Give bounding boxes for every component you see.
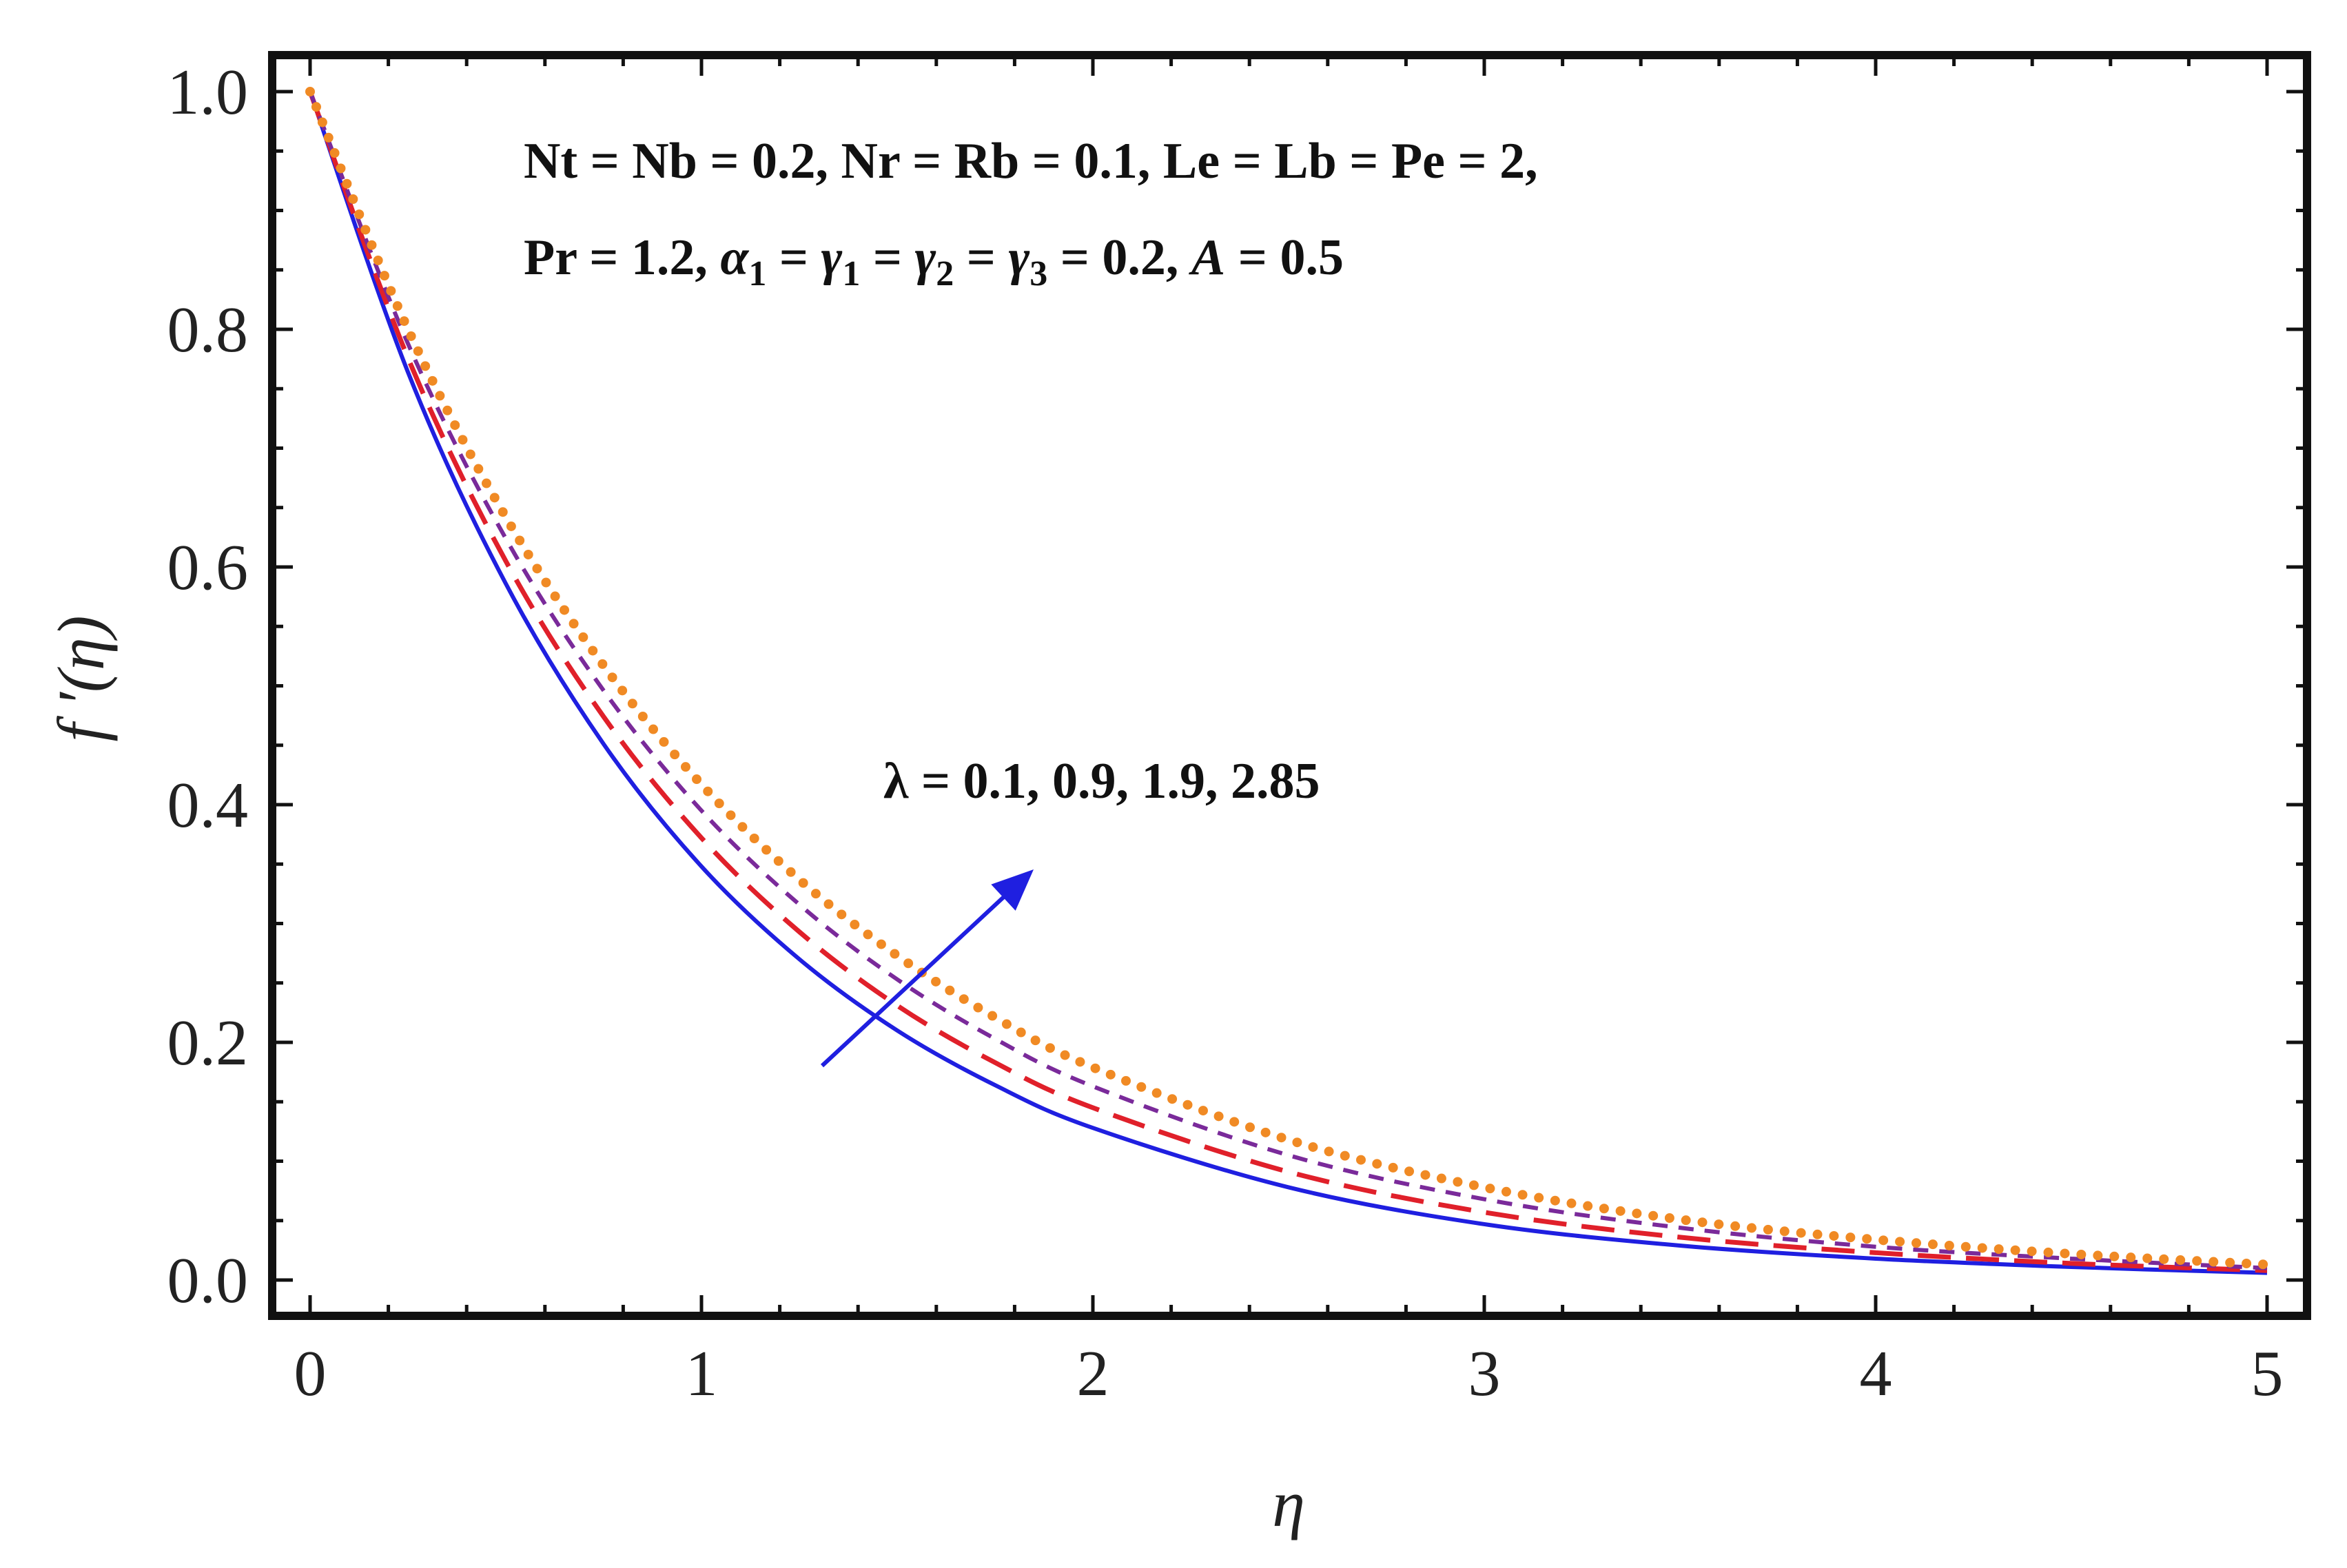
annotation-params-line2-a: Pr = 1.2, bbox=[524, 229, 720, 286]
annotation-alpha: α bbox=[720, 229, 749, 286]
annotation-alpha-sub: 1 bbox=[748, 254, 766, 293]
y-tick-label: 1.0 bbox=[167, 56, 249, 128]
series-line-4 bbox=[305, 87, 2272, 1270]
x-tick-label: 2 bbox=[1077, 1338, 1109, 1410]
y-tick-label: 0.8 bbox=[167, 294, 249, 366]
annotation-gamma2: γ bbox=[914, 229, 936, 286]
series-line-3 bbox=[308, 90, 2268, 1270]
series-group bbox=[305, 87, 2272, 1275]
annotation-gamma1-sub: 1 bbox=[842, 254, 860, 293]
x-tick-label: 4 bbox=[1860, 1338, 1892, 1410]
annotation-eq-2: = bbox=[860, 229, 914, 286]
y-tick-label: 0.4 bbox=[167, 770, 249, 841]
arrow-head bbox=[991, 869, 1034, 911]
x-axis-label: η bbox=[1272, 1467, 1305, 1540]
annotation-gamma2-sub: 2 bbox=[936, 254, 954, 293]
annotation-lambda: λ = 0.1, 0.9, 1.9, 2.85 bbox=[883, 753, 1320, 809]
annotation-gamma3: γ bbox=[1008, 229, 1029, 286]
annotation-value: = 0.2, bbox=[1047, 229, 1191, 286]
annotation-eq-3: = bbox=[954, 229, 1008, 286]
y-tick-label: 0.6 bbox=[167, 532, 249, 604]
x-tick-label: 0 bbox=[294, 1338, 327, 1410]
x-tick-label: 1 bbox=[686, 1338, 718, 1410]
annotation-params-line1: Nt = Nb = 0.2, Nr = Rb = 0.1, Le = Lb = … bbox=[524, 133, 1538, 189]
y-axis-label: f ′(η) bbox=[44, 615, 118, 741]
x-tick-label: 3 bbox=[1468, 1338, 1501, 1410]
series-line-2 bbox=[307, 90, 2268, 1273]
annotation-gamma3-sub: 3 bbox=[1029, 254, 1047, 293]
series-line-1 bbox=[308, 91, 2268, 1275]
x-tick-label: 5 bbox=[2251, 1338, 2284, 1410]
annotation-eq-1: = bbox=[766, 229, 821, 286]
y-tick-label: 0.0 bbox=[167, 1245, 249, 1317]
axis-ticks: 0 1 2 3 4 5 0.0 0.2 0.4 0.6 0.8 1.0 bbox=[167, 55, 2307, 1410]
annotation-A-value: = 0.5 bbox=[1225, 229, 1344, 286]
annotation-params-line2: Pr = 1.2, α1 = γ1 = γ2 = γ3 = 0.2, A = 0… bbox=[524, 229, 1344, 293]
trend-arrow bbox=[820, 869, 1034, 1068]
y-tick-label: 0.2 bbox=[167, 1007, 249, 1079]
arrow-shaft bbox=[820, 883, 1019, 1068]
annotation-A: A bbox=[1189, 229, 1225, 286]
annotation-gamma1: γ bbox=[821, 229, 843, 286]
